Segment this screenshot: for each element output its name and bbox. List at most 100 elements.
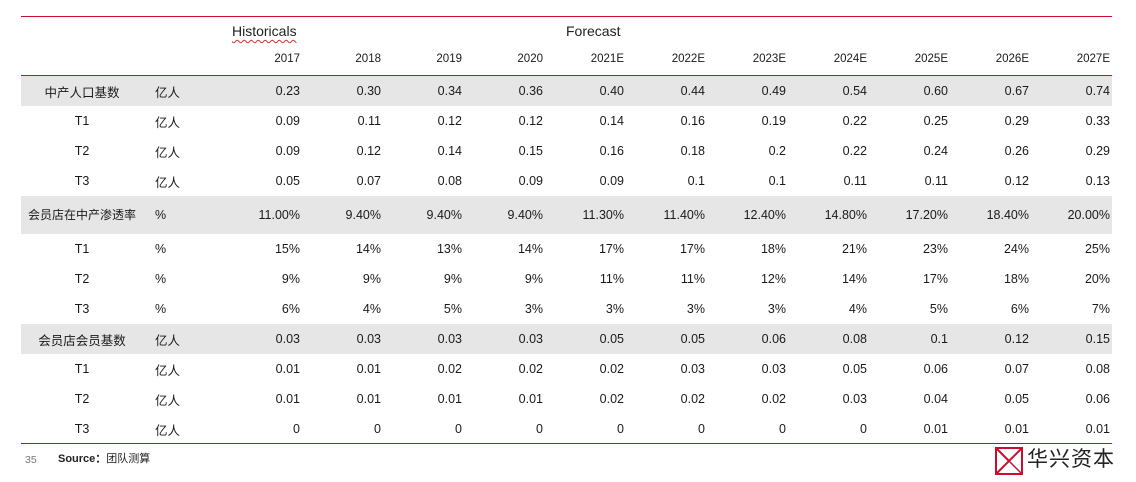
- table-cell: 9.40%: [383, 196, 464, 234]
- row-label: T2: [74, 392, 90, 406]
- table-cell: 14%: [841, 272, 867, 286]
- table-cell: 0.2: [768, 144, 786, 158]
- table-cell: 17%: [922, 272, 948, 286]
- table-cell: 15%: [274, 242, 300, 256]
- table-cell: 0.74: [1031, 76, 1112, 106]
- table-cell: 17%: [679, 242, 705, 256]
- page-number: 35: [25, 454, 37, 466]
- table-cell: 0.01: [923, 422, 948, 436]
- table-cell: 17.20%: [869, 196, 950, 234]
- table-cell: 0.03: [208, 324, 302, 354]
- table-cell: 0.12: [356, 144, 381, 158]
- table-cell: 0.01: [275, 392, 300, 406]
- table-row: T3 亿人 0.05 0.07 0.08 0.09 0.09 0.1 0.1 0.11 0.11 0.…: [21, 166, 1112, 196]
- table-row: T2% 9% 9% 9% 9% 11% 11% 12% 14% 17% 18% 20%: [21, 264, 1112, 294]
- row-label: T1: [74, 362, 90, 376]
- table-cell: 0: [617, 422, 624, 436]
- table-cell: 0.04: [923, 392, 948, 406]
- table-cell: 7%: [1091, 302, 1110, 316]
- table-cell: 3%: [524, 302, 543, 316]
- row-unit: 亿人: [143, 324, 208, 354]
- table-cell: 0.60: [869, 76, 950, 106]
- table-cell: 20.00%: [1031, 196, 1112, 234]
- logo-mark-icon: [995, 447, 1023, 475]
- table-cell: 0.13: [1085, 174, 1110, 188]
- table-cell: 0.03: [383, 324, 464, 354]
- table-cell: 11%: [680, 272, 705, 286]
- table-cell: 0.02: [518, 362, 543, 376]
- table-cell: 0.12: [1004, 174, 1029, 188]
- company-logo: 华兴资本: [993, 443, 1115, 477]
- table-cell: 0: [698, 422, 705, 436]
- table-cell: 9%: [443, 272, 462, 286]
- table-cell: 11.30%: [545, 196, 626, 234]
- table-cell: 0.03: [464, 324, 545, 354]
- source-note: Source：团队测算: [58, 450, 150, 466]
- table-cell: 0.02: [599, 362, 624, 376]
- table-cell: 0.11: [843, 174, 867, 188]
- table-cell: 0.44: [626, 76, 707, 106]
- table-cell: 0.01: [356, 362, 381, 376]
- table-cell: 0.29: [1085, 144, 1110, 158]
- row-unit: 亿人: [155, 423, 181, 438]
- table-cell: 21%: [841, 242, 867, 256]
- table-cell: 0.08: [1085, 362, 1110, 376]
- table-cell: 25%: [1084, 242, 1110, 256]
- table-cell: 0.12: [518, 114, 543, 128]
- table-cell: 0.1: [869, 324, 950, 354]
- table-cell: 0: [779, 422, 786, 436]
- table-cell: 0.25: [923, 114, 948, 128]
- header-rule: [21, 75, 1112, 77]
- table-cell: 0.29: [1004, 114, 1029, 128]
- table-cell: 3%: [686, 302, 705, 316]
- row-unit: %: [143, 196, 208, 234]
- table-cell: 0: [374, 422, 381, 436]
- table-cell: 0.36: [464, 76, 545, 106]
- year-header: 2019: [436, 53, 462, 65]
- year-header: 2020: [517, 53, 543, 65]
- forecast-header: Forecast: [566, 23, 621, 39]
- row-label: 会员店在中产渗透率: [21, 196, 143, 234]
- table-cell: 24%: [1003, 242, 1029, 256]
- row-unit: 亿人: [155, 393, 181, 408]
- table-cell: 0.05: [842, 362, 867, 376]
- table-cell: 18%: [760, 242, 786, 256]
- table-cell: 4%: [362, 302, 381, 316]
- table-cell: 0: [536, 422, 543, 436]
- table-cell: 0: [293, 422, 300, 436]
- row-label: T3: [74, 174, 90, 188]
- table-cell: 0.67: [950, 76, 1031, 106]
- table-cell: 0.26: [1004, 144, 1029, 158]
- table-cell: 0.03: [680, 362, 705, 376]
- row-unit: %: [155, 272, 167, 286]
- year-header: 2025E: [914, 53, 948, 65]
- row-unit: %: [155, 302, 167, 316]
- table-cell: 0.1: [687, 174, 705, 188]
- table-cell: 0.09: [599, 174, 624, 188]
- table-cell: 0.09: [518, 174, 543, 188]
- table-cell: 0.24: [923, 144, 948, 158]
- table-cell: 0.01: [1085, 422, 1110, 436]
- table-cell: 0.54: [788, 76, 869, 106]
- row-label: 会员店会员基数: [21, 324, 143, 354]
- table-cell: 6%: [1010, 302, 1029, 316]
- table-cell: 0.16: [680, 114, 705, 128]
- source-label: Source：: [58, 453, 107, 465]
- table-cell: 9.40%: [464, 196, 545, 234]
- table-cell: 0.12: [950, 324, 1031, 354]
- row-label: 中产人口基数: [21, 76, 143, 106]
- table-cell: 0.23: [208, 76, 302, 106]
- table-cell: 9%: [362, 272, 381, 286]
- table-cell: 0.02: [599, 392, 624, 406]
- table-cell: 0.07: [356, 174, 381, 188]
- table-cell: 0.30: [302, 76, 383, 106]
- source-text: 团队测算: [106, 453, 151, 465]
- table-cell: 9%: [524, 272, 543, 286]
- table-cell: 18.40%: [950, 196, 1031, 234]
- table-cell: 0.09: [275, 114, 300, 128]
- logo-text: 华兴资本: [1027, 448, 1115, 471]
- table-cell: 9.40%: [302, 196, 383, 234]
- row-unit: 亿人: [155, 145, 181, 160]
- table-cell: 12%: [760, 272, 786, 286]
- row-label: T1: [74, 114, 90, 128]
